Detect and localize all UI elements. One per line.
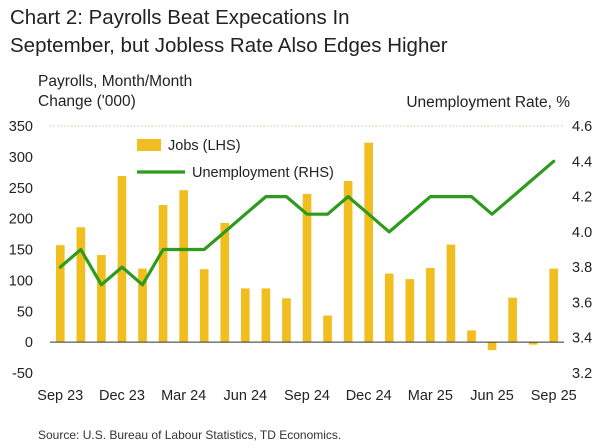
bar [138,268,147,343]
bar [405,279,415,343]
y-left-tick-label: 200 [9,212,33,228]
bar [508,297,517,343]
bar [528,342,538,345]
x-tick-label: Mar 24 [161,388,206,404]
y-axis-left-label-line1: Payrolls, Month/Month [38,73,193,90]
y-axis-left-label: Payrolls, Month/Month Change ('000) [38,72,192,112]
y-right-tick-label: 3.4 [572,331,592,347]
source-note: Source: U.S. Bureau of Labour Statistics… [38,428,342,442]
bar [55,245,65,343]
y-left-tick-label: 100 [9,273,33,289]
x-tick-label: Dec 23 [99,388,145,404]
bar [343,180,353,343]
x-tick-label: Sep 24 [284,388,330,404]
x-tick-label: Sep 25 [531,388,577,404]
chart-title: Chart 2: Payrolls Beat Expecations In Se… [10,4,590,60]
y-right-tick-label: 3.6 [572,295,592,311]
y-left-tick-label: 300 [9,150,33,166]
bar [426,268,435,343]
y-right-tick-label: 3.8 [572,260,592,276]
bar [446,244,456,343]
y-left-tick-label: -50 [12,366,33,382]
bar [241,288,250,343]
unemployment-line [58,159,556,287]
y-left-tick-label: 350 [9,119,33,135]
y-left-tick-label: 50 [17,304,33,320]
bar [179,190,188,343]
bar [487,342,497,351]
x-tick-label: Dec 24 [346,388,392,404]
y-axis-right-label: Unemployment Rate, % [406,94,570,111]
bar [302,193,312,343]
y-left-tick-label: 250 [9,181,33,197]
chart-title-line1: Chart 2: Payrolls Beat Expecations In [10,6,350,29]
x-tick-label: Mar 25 [408,388,453,404]
bar [261,288,271,343]
x-tick-label: Sep 23 [37,388,83,404]
bar [384,273,394,343]
bar [220,222,230,343]
x-tick-label: Jun 25 [470,388,514,404]
legend-bar-swatch [137,139,161,151]
bar [282,298,291,343]
bar [323,315,332,343]
bar [117,176,127,343]
bar [76,227,86,343]
bar [467,330,476,343]
y-right-tick-label: 4.0 [572,225,592,241]
y-right-tick-label: 4.4 [572,154,592,170]
y-right-tick-label: 3.2 [572,366,592,382]
bar [364,142,373,343]
y-axis-left-label-line2: Change ('000) [38,93,136,110]
y-left-tick-label: 0 [25,335,33,351]
x-tick-label: Jun 24 [224,388,268,404]
legend-label: Unemployment (RHS) [192,165,334,181]
y-right-tick-label: 4.6 [572,119,592,135]
y-left-tick-label: 150 [9,243,33,259]
legend-label: Jobs (LHS) [168,138,241,154]
bar [97,255,106,343]
bar [199,269,209,343]
bar [549,268,559,343]
bar [158,205,168,343]
chart-title-line2: September, but Jobless Rate Also Edges H… [10,34,448,57]
y-right-tick-label: 4.2 [572,190,592,206]
